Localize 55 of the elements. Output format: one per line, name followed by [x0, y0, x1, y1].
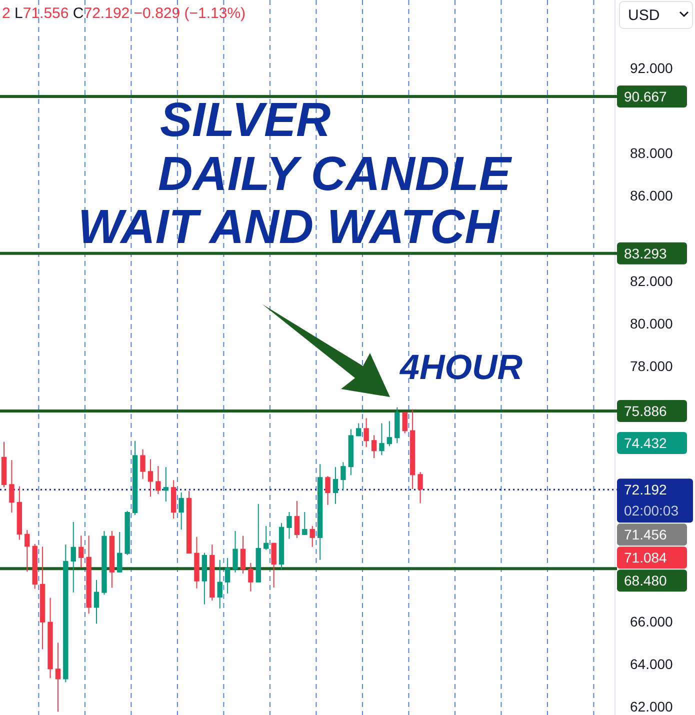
candlestick [340, 462, 346, 491]
candlestick [248, 562, 254, 592]
annotation: 2 L71.556 C72.192 −0.829 (−1.13%) [2, 5, 246, 22]
candlestick [224, 557, 230, 594]
candlestick [156, 466, 161, 495]
y-tick-label: 66.000 [630, 613, 674, 630]
candlestick [240, 535, 246, 574]
text: 71.456 [624, 526, 668, 543]
candlestick [140, 448, 146, 480]
candlestick [94, 579, 100, 624]
text: 74.432 [624, 434, 668, 451]
candlestick [379, 422, 384, 456]
candlestick [148, 458, 154, 498]
candlestick [386, 420, 392, 447]
candlestick [332, 466, 338, 504]
annotation: 4HOUR [399, 348, 524, 387]
candlestick [9, 460, 14, 514]
candlestick [371, 434, 377, 459]
candlestick [310, 526, 315, 548]
candlestick [178, 492, 184, 530]
candlestick [356, 422, 362, 437]
candlestick [325, 476, 330, 506]
y-tick-label: 88.000 [630, 145, 674, 162]
candlestick [55, 642, 61, 712]
y-tick-label: 78.000 [630, 358, 674, 374]
ref-line-label: 68.480 [624, 572, 668, 589]
candlestick [24, 529, 30, 572]
text: SILVER DAILY CANDLE WAIT AND WATCH [78, 94, 513, 254]
candlestick [271, 542, 276, 588]
candlestick [418, 471, 423, 504]
candlestick [286, 511, 292, 540]
y-tick-label: 82.000 [630, 272, 674, 289]
candlestick [402, 412, 408, 434]
candlestick [232, 530, 238, 573]
candlestick [302, 511, 308, 536]
candlestick [217, 559, 222, 609]
ref-line-label: 83.293 [624, 245, 668, 262]
y-tick-label: 64.000 [630, 656, 674, 672]
ref-line-label: 75.886 [624, 402, 668, 419]
candlestick [163, 466, 168, 502]
candlestick [78, 535, 84, 568]
text: 02:00:03 [624, 502, 679, 519]
text: USD [628, 7, 660, 24]
candlestick [294, 500, 300, 538]
candlestick [117, 531, 122, 573]
candlestick [364, 418, 369, 448]
y-tick-label: 86.000 [630, 188, 674, 204]
y-tick-label: 92.000 [630, 60, 674, 76]
candlestick [264, 526, 269, 550]
y-tick-label: 80.000 [630, 315, 674, 332]
y-tick-label: 62.000 [630, 698, 674, 714]
ref-line-label: 90.667 [624, 88, 668, 104]
text: 71.084 [624, 550, 668, 566]
candlestick [70, 521, 76, 593]
ref-line-label: 72.192 [624, 482, 668, 498]
